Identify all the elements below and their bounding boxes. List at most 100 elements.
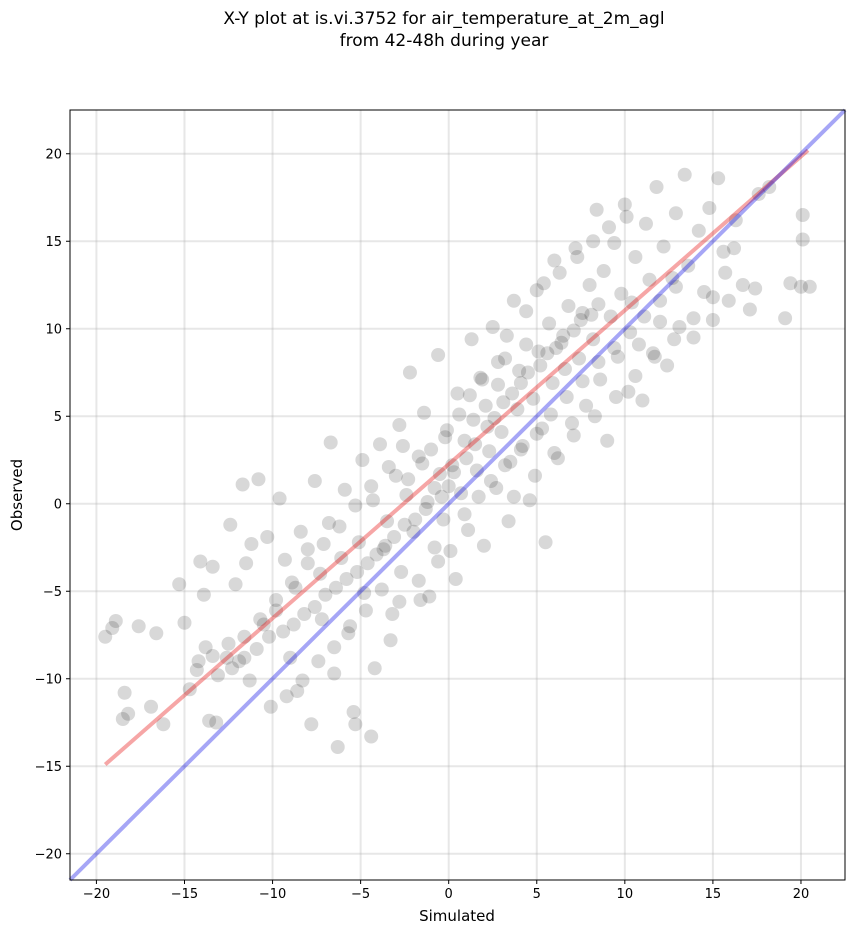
data-point — [436, 512, 451, 527]
data-point — [702, 201, 717, 215]
data-point — [431, 348, 446, 362]
data-point — [665, 271, 680, 285]
data-point — [406, 524, 421, 539]
data-point — [482, 444, 497, 459]
lines-layer — [68, 108, 847, 882]
data-point — [452, 407, 467, 422]
data-point — [547, 253, 562, 268]
data-point — [617, 197, 632, 212]
data-point — [399, 488, 414, 502]
y-tick-label: 10 — [45, 322, 62, 337]
data-point — [387, 530, 402, 544]
data-point — [454, 486, 469, 501]
data-point — [332, 519, 347, 534]
data-point — [198, 640, 213, 655]
data-point — [432, 467, 447, 481]
data-point — [586, 332, 601, 347]
data-point — [311, 654, 326, 669]
data-point — [313, 566, 328, 581]
data-point — [540, 346, 555, 361]
data-point — [262, 629, 277, 644]
data-point — [448, 572, 463, 586]
data-point — [529, 426, 544, 441]
data-point — [300, 556, 315, 571]
data-point — [587, 409, 602, 424]
data-point — [443, 544, 458, 558]
data-point — [209, 715, 224, 730]
data-point — [795, 232, 810, 247]
data-point — [491, 377, 506, 392]
data-point — [607, 236, 622, 250]
points-layer — [98, 167, 817, 754]
data-point — [570, 250, 585, 264]
data-point — [360, 556, 375, 571]
data-point — [348, 498, 363, 513]
plot-frame — [69, 109, 846, 881]
data-point — [304, 717, 319, 732]
data-point — [589, 202, 604, 217]
data-point — [593, 372, 608, 387]
data-point — [566, 428, 581, 443]
data-point — [378, 538, 393, 553]
data-point — [367, 661, 382, 676]
data-point — [446, 465, 461, 480]
data-point — [494, 425, 509, 439]
data-point — [205, 559, 220, 574]
data-point — [653, 314, 668, 329]
data-point — [365, 493, 380, 508]
data-point — [513, 442, 528, 457]
data-point — [237, 629, 252, 644]
data-point — [751, 187, 766, 201]
data-point — [512, 363, 527, 378]
data-point — [402, 365, 417, 380]
data-point — [748, 281, 763, 296]
data-point — [196, 587, 211, 602]
data-point — [557, 362, 572, 376]
data-point — [686, 330, 701, 345]
data-point — [515, 439, 530, 453]
data-point — [277, 552, 292, 567]
data-point — [510, 402, 525, 417]
data-point — [202, 713, 217, 728]
data-point — [408, 512, 423, 527]
chart-subtitle: from 42-48h during year — [339, 31, 549, 51]
data-point — [718, 265, 733, 280]
data-point — [621, 384, 636, 399]
data-point — [513, 376, 528, 390]
data-point — [607, 341, 622, 355]
data-point — [297, 607, 312, 621]
data-point — [628, 369, 643, 383]
data-point — [468, 437, 483, 452]
data-point — [528, 468, 542, 483]
data-point — [369, 547, 384, 562]
data-point — [783, 276, 798, 291]
data-point — [242, 673, 257, 688]
data-point — [489, 481, 504, 495]
data-point — [550, 451, 565, 466]
x-tick-label: 5 — [533, 887, 541, 902]
data-point — [172, 577, 187, 592]
data-point — [434, 489, 449, 504]
data-point — [256, 617, 271, 632]
data-point — [249, 642, 264, 656]
data-point — [638, 216, 653, 231]
data-point — [350, 565, 365, 579]
data-point — [499, 328, 514, 343]
x-tick-label: −20 — [83, 887, 110, 902]
data-point — [538, 535, 553, 550]
chart-title: X-Y plot at is.vi.3752 for air_temperatu… — [223, 9, 665, 29]
data-point — [531, 344, 546, 359]
y-tick-label: −10 — [35, 672, 62, 687]
data-point — [380, 514, 395, 529]
data-point — [459, 451, 474, 466]
data-point — [105, 621, 120, 635]
data-point — [677, 167, 692, 182]
data-point — [121, 706, 136, 721]
data-point — [619, 209, 634, 224]
data-point — [418, 502, 433, 516]
data-point — [469, 463, 484, 478]
data-point — [131, 619, 146, 634]
data-point — [422, 589, 437, 604]
data-point — [582, 278, 597, 292]
data-point — [445, 458, 460, 473]
